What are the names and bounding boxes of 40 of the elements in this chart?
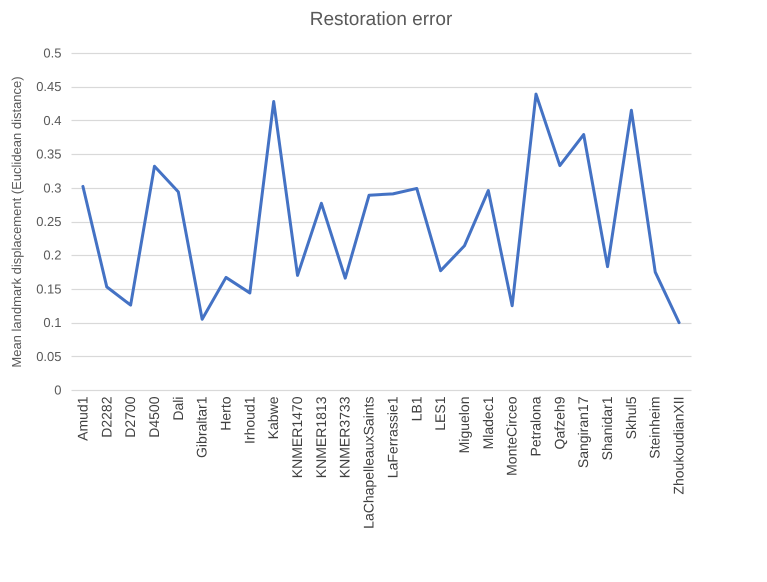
- y-tick-label: 0.4: [43, 112, 62, 128]
- x-tick-label: MonteCirceo: [504, 396, 520, 476]
- x-tick-label: Miguelon: [456, 396, 472, 454]
- y-tick-label: 0.45: [36, 79, 62, 94]
- y-tick-label: 0.35: [36, 146, 62, 162]
- x-tick-label: LaFerrassie1: [384, 396, 400, 478]
- y-tick-label: 0.1: [43, 315, 62, 330]
- y-tick-label: 0.5: [43, 46, 62, 60]
- x-tick-label: D2282: [98, 396, 114, 438]
- x-tick-label: Shanidar1: [599, 396, 616, 460]
- x-tick-label: KNMER1470: [289, 396, 306, 478]
- x-tick-label: Steinheim: [646, 396, 663, 459]
- x-tick-label: Sangiran17: [575, 396, 592, 468]
- x-tick-label: D4500: [146, 396, 162, 438]
- x-tick-label: Kabwe: [265, 396, 282, 440]
- x-tick-label: KNMER1813: [312, 396, 329, 478]
- x-tick-label: Herto: [218, 396, 234, 431]
- x-tick-label: Amud1: [74, 396, 90, 441]
- line-series: [81, 92, 681, 324]
- y-tick-label: 0: [54, 382, 62, 398]
- x-tick-label: Skhul5: [622, 396, 639, 440]
- x-tick-label: Qafzeh9: [551, 396, 568, 450]
- x-tick-label: LB1: [408, 396, 424, 422]
- chart-title: Restoration error: [310, 9, 453, 30]
- x-tick-label: LaChapelleauxSaints: [360, 396, 377, 529]
- x-tick-label: LES1: [432, 396, 448, 431]
- x-tick-label: Dali: [170, 396, 186, 421]
- x-tick-label: D2700: [122, 396, 138, 438]
- x-tick-label: Mladec1: [480, 396, 496, 450]
- y-tick-label: 0.15: [36, 281, 62, 296]
- y-tick-label: 0.3: [43, 180, 62, 196]
- y-tick-label: 0.05: [36, 348, 62, 364]
- x-tick-label: ZhoukoudianXII: [670, 396, 687, 495]
- y-axis-title: Mean landmark displacement (Euclidean distance): [9, 76, 24, 368]
- y-tick-label: 0.2: [43, 248, 62, 263]
- x-tick-label: Gibraltar1: [194, 396, 210, 458]
- x-tick-label: KNMER3733: [336, 396, 353, 478]
- x-tick-label: Irhoud1: [241, 396, 258, 444]
- x-tick-label: Petralona: [528, 396, 544, 456]
- y-tick-label: 0.25: [36, 214, 62, 229]
